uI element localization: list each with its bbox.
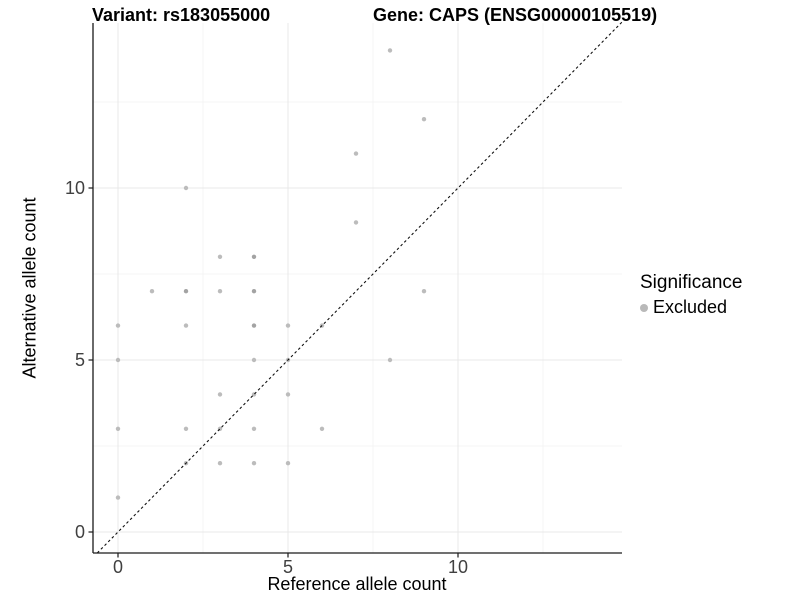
data-point [251, 461, 257, 466]
data-point [217, 254, 223, 259]
plot-title-variant: Variant: rs183055000 [92, 5, 271, 25]
data-point [183, 185, 189, 191]
excluded-point-icon [640, 303, 648, 312]
x-tick-label: 10 [448, 557, 468, 577]
data-point [183, 426, 189, 431]
legend-item-label: Excluded [653, 297, 728, 317]
y-axis-title: Alternative allele count [19, 197, 40, 379]
data-point [285, 392, 291, 397]
data-point [353, 220, 359, 225]
x-tick-label: 0 [113, 557, 123, 577]
data-point [115, 357, 121, 363]
data-point [217, 289, 223, 294]
data-point [251, 289, 257, 294]
data-point [421, 289, 427, 294]
legend: Significance Excluded [640, 272, 742, 318]
plot-title-gene: Gene: CAPS (ENSG00000105519) [373, 5, 658, 25]
data-point [319, 426, 325, 431]
data-point [251, 254, 257, 259]
data-point [183, 323, 189, 328]
data-point [251, 426, 257, 431]
x-axis-title: Reference allele count [267, 574, 447, 594]
legend-title: Significance [640, 272, 743, 293]
data-point [353, 151, 359, 156]
data-point [387, 357, 393, 363]
y-tick-label: 10 [65, 178, 85, 198]
legend-item-excluded: Excluded [640, 297, 742, 318]
data-point [421, 117, 427, 122]
data-point [285, 461, 291, 466]
y-tick-label: 5 [75, 350, 85, 370]
data-point [251, 357, 257, 363]
data-point [285, 323, 291, 328]
data-point [149, 289, 155, 294]
data-point [183, 289, 189, 294]
data-point [115, 495, 121, 500]
data-point [115, 323, 121, 328]
data-point [387, 48, 393, 53]
data-point [217, 392, 223, 397]
data-point [217, 461, 223, 466]
y-tick-label: 0 [75, 522, 85, 542]
x-tick-label: 5 [283, 557, 293, 577]
data-point [115, 426, 121, 431]
data-point [251, 323, 257, 328]
